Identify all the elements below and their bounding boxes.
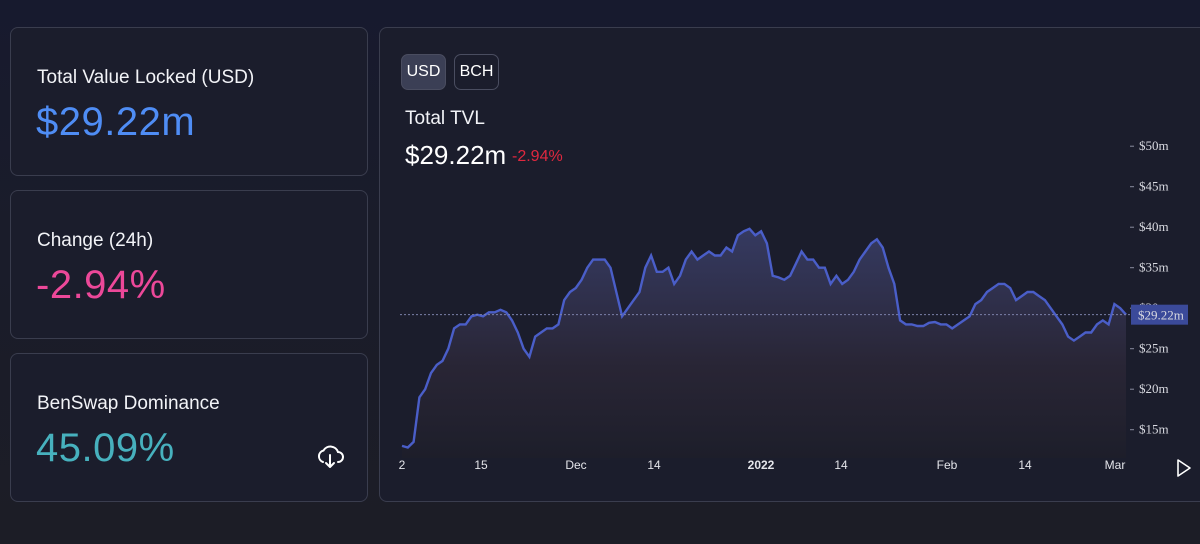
x-tick-label: 14 [1018, 458, 1032, 472]
play-next-icon[interactable] [1177, 459, 1191, 477]
x-tick-label: 15 [474, 458, 488, 472]
y-tick-label: $40m [1139, 219, 1169, 234]
tvl-chart-panel: $15m$20m$25m$30m$35m$40m$45m$50m 215Dec1… [379, 27, 1200, 502]
chart-title: Total TVL [405, 108, 485, 129]
change-card: Change (24h) -2.94% [10, 190, 368, 339]
usd-toggle-button[interactable]: USD [401, 54, 446, 90]
change-card-value: -2.94% [36, 263, 166, 307]
x-tick-label: 2022 [748, 458, 775, 472]
tvl-card-value: $29.22m [36, 100, 196, 144]
y-tick-label: $50m [1139, 138, 1169, 153]
x-tick-label: Mar [1105, 458, 1126, 472]
dominance-card-label: BenSwap Dominance [37, 393, 220, 414]
tvl-card-label: Total Value Locked (USD) [37, 67, 255, 88]
x-tick-label: 14 [647, 458, 661, 472]
current-value-marker-label: $29.22m [1138, 308, 1184, 323]
y-tick-label: $15m [1139, 422, 1169, 437]
y-tick-label: $20m [1139, 381, 1169, 396]
y-tick-label: $25m [1139, 341, 1169, 356]
tvl-area-fill [402, 228, 1126, 458]
change-card-label: Change (24h) [37, 230, 154, 251]
x-tick-label: Feb [937, 458, 958, 472]
dominance-card: BenSwap Dominance 45.09% [10, 353, 368, 502]
current-value-marker [1131, 304, 1188, 325]
tvl-card: Total Value Locked (USD) $29.22m [10, 27, 368, 176]
download-cloud-icon[interactable] [315, 441, 345, 471]
tvl-series-line [401, 227, 1127, 449]
chart-change-value: -2.94% [512, 148, 563, 165]
y-tick-label: $45m [1139, 179, 1169, 194]
tvl-chart: $15m$20m$25m$30m$35m$40m$45m$50m 215Dec1… [399, 138, 1191, 477]
y-tick-label: $35m [1139, 260, 1169, 275]
x-tick-label: Dec [565, 458, 586, 472]
dominance-card-value: 45.09% [36, 426, 175, 470]
bch-toggle-button[interactable]: BCH [454, 54, 499, 90]
chart-total-value: $29.22m [405, 140, 507, 170]
x-tick-label: 14 [834, 458, 848, 472]
x-tick-label: 2 [399, 458, 406, 472]
